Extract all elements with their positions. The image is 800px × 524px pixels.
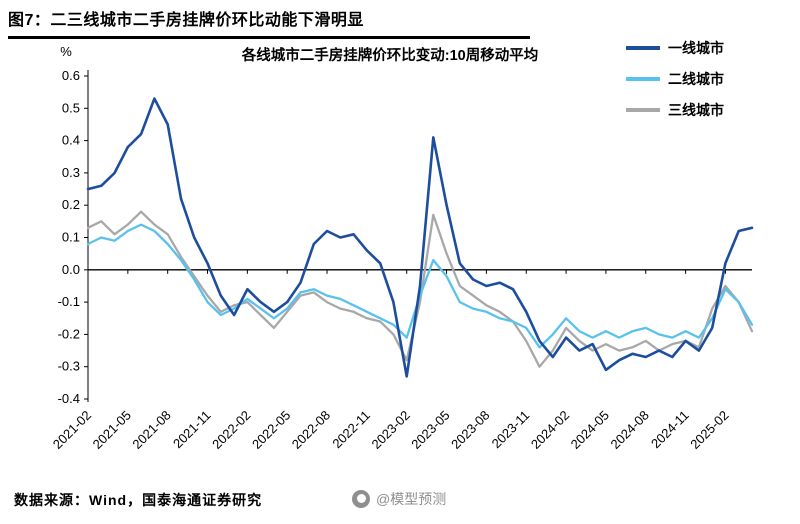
x-axis-tick-label: 2022-05 — [249, 408, 293, 452]
x-axis-tick-label: 2023-05 — [408, 408, 452, 452]
x-axis-tick-label: 2021-02 — [50, 408, 94, 452]
y-axis-tick-label: 0.5 — [62, 100, 80, 115]
chart-title: 各线城市二手房挂牌价环比变动:10周移动平均 — [241, 46, 538, 64]
y-axis-tick-label: 0.1 — [62, 230, 80, 245]
legend-item-tier3: 三线城市 — [626, 102, 724, 118]
x-axis-tick-label: 2025-02 — [687, 408, 731, 452]
watermark-text: @模型预测 — [376, 491, 447, 507]
legend-label-tier3: 三线城市 — [668, 102, 724, 118]
x-axis-tick-label: 2024-11 — [648, 408, 692, 452]
series-line-tier1 — [86, 97, 754, 378]
y-axis-tick-label: 0.4 — [62, 133, 80, 148]
source-note: 数据来源：Wind，国泰海通证券研究 — [14, 492, 263, 508]
x-axis-tick-label: 2022-11 — [329, 408, 373, 452]
legend-item-tier1: 一线城市 — [626, 40, 724, 56]
legend-label-tier1: 一线城市 — [668, 40, 724, 56]
x-axis-tick-label: 2024-08 — [608, 408, 652, 452]
x-axis-tick-label: 2024-05 — [568, 408, 612, 452]
x-axis-tick-label: 2023-08 — [448, 408, 492, 452]
y-axis-tick-label: 0.6 — [62, 68, 80, 83]
x-axis-tick-label: 2023-02 — [368, 408, 412, 452]
watermark-logo-icon — [352, 490, 370, 508]
y-axis-tick-label: -0.4 — [58, 391, 80, 406]
watermark: @模型预测 — [352, 489, 446, 509]
series-line-tier3 — [86, 210, 754, 368]
y-axis-tick-label: -0.1 — [58, 294, 80, 309]
x-axis-tick-label: 2021-05 — [90, 408, 134, 452]
y-axis-unit-label: % — [60, 44, 72, 59]
chart-canvas: 各线城市二手房挂牌价环比变动:10周移动平均% 0.6 0.5 0.4 0.3 0.2 0.… — [50, 40, 754, 452]
x-axis-tick-label: 2023-11 — [489, 408, 533, 452]
x-axis-tick-label: 2022-08 — [289, 408, 333, 452]
y-axis-tick-label: -0.2 — [58, 326, 80, 341]
x-axis-tick-label: 2024-02 — [528, 408, 572, 452]
y-axis-tick-label: 0.2 — [62, 197, 80, 212]
x-axis-tick-label: 2022-02 — [209, 408, 253, 452]
y-axis-tick-label: -0.3 — [58, 359, 80, 374]
y-axis-tick-label: 0.3 — [62, 165, 80, 180]
figure-title: 图7：二三线城市二手房挂牌价环比动能下滑明显 — [8, 6, 530, 39]
x-axis-tick-label: 2021-11 — [170, 408, 214, 452]
legend-label-tier2: 二线城市 — [668, 71, 724, 87]
chart-area: 各线城市二手房挂牌价环比变动:10周移动平均% 0.6 0.5 0.4 0.3 0.2 0.… — [0, 34, 800, 486]
x-axis-tick-label: 2021-08 — [129, 408, 173, 452]
series-line-tier2 — [86, 223, 754, 349]
legend-item-tier2: 二线城市 — [626, 71, 724, 87]
y-axis-tick-label: 0.0 — [62, 262, 80, 277]
